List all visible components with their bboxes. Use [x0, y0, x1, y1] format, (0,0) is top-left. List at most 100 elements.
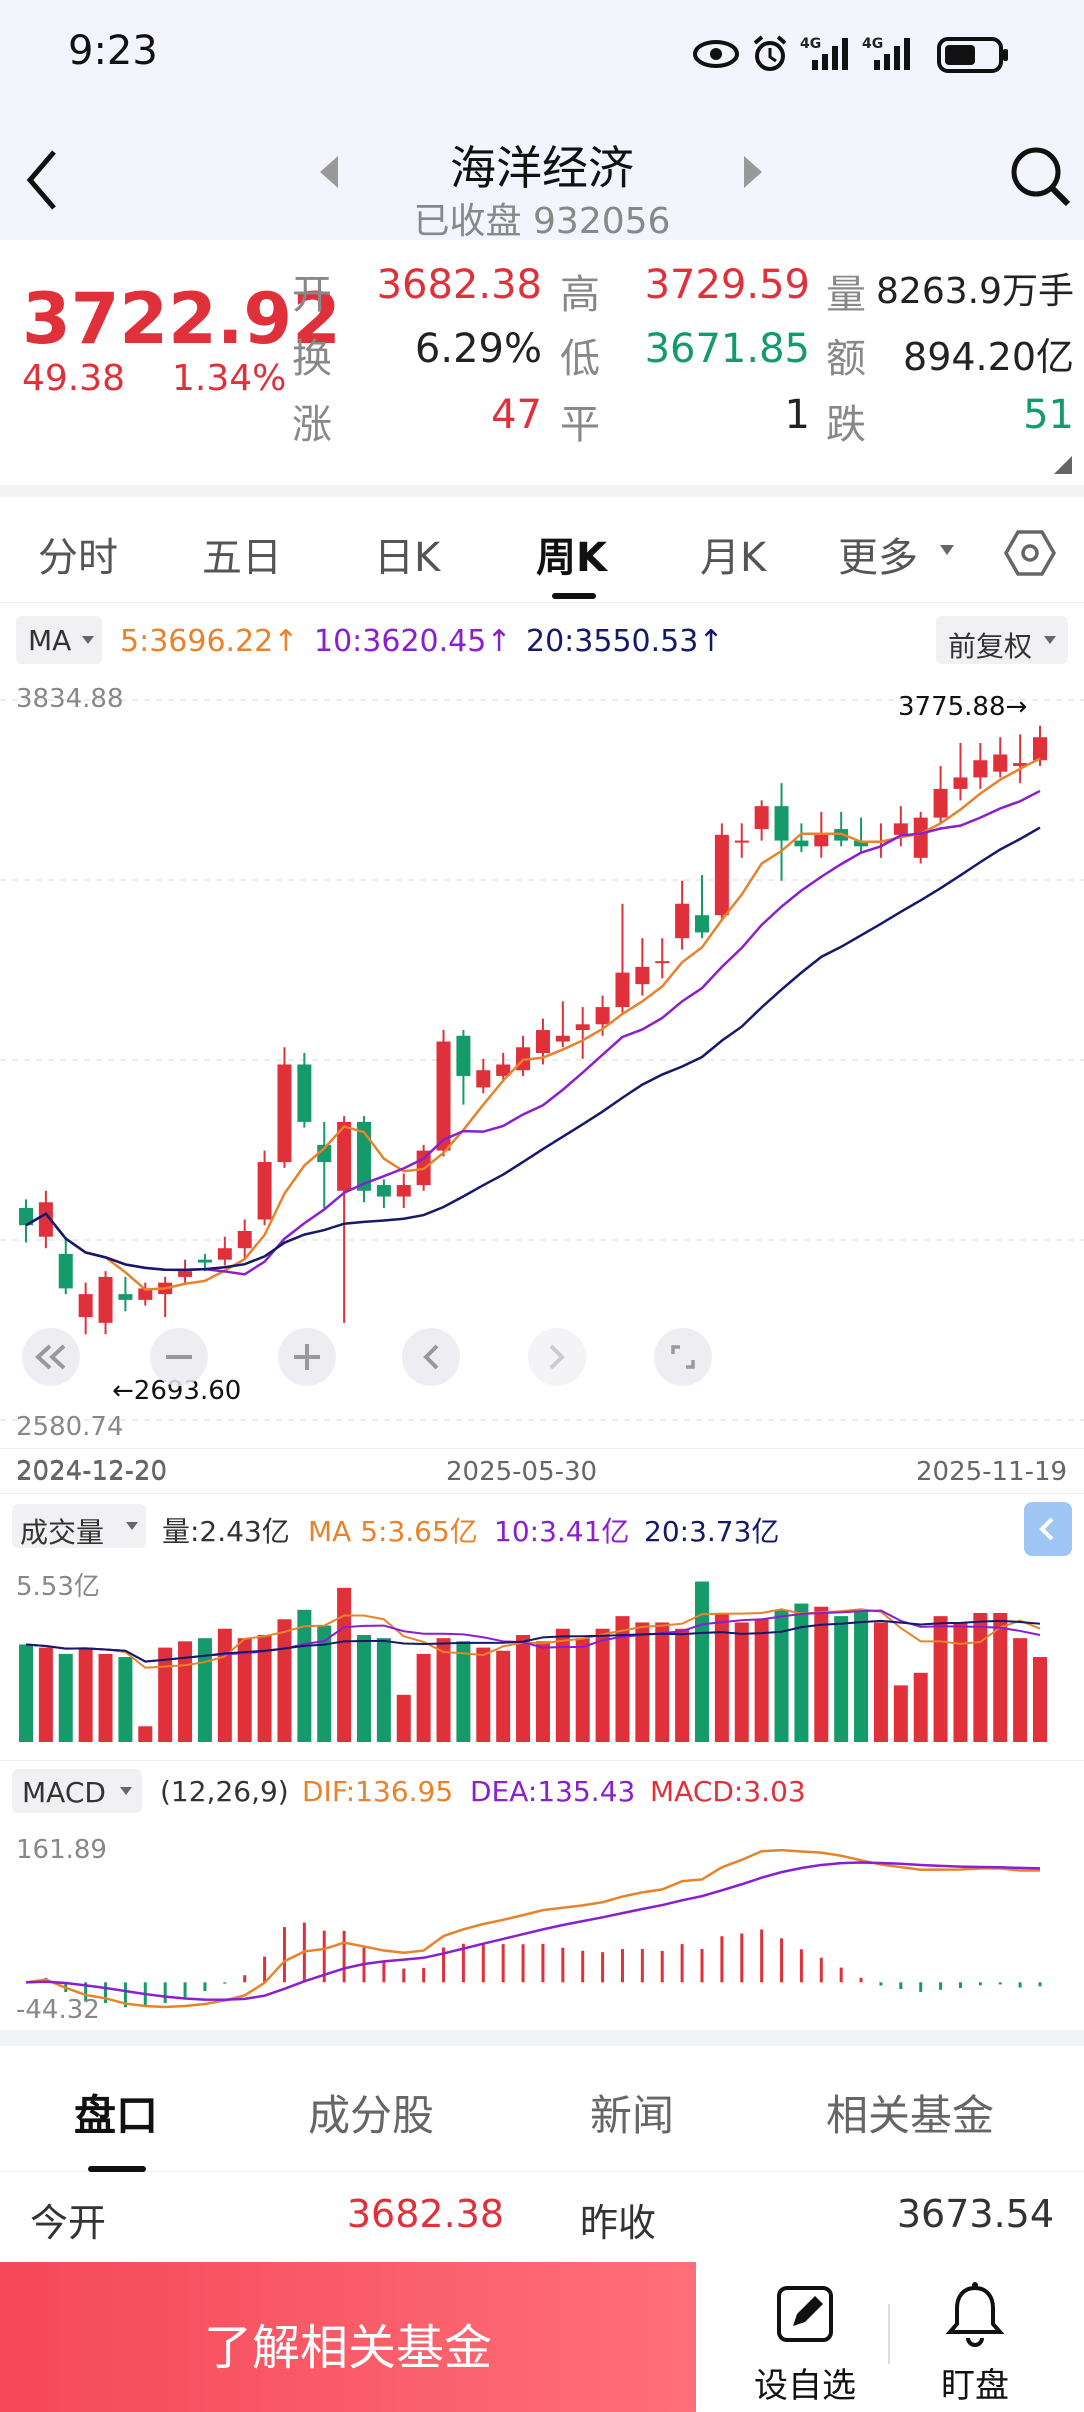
- date-start-label: 2024-12-20: [16, 1457, 168, 1487]
- page-title: 海洋经济: [450, 141, 634, 195]
- volume-bar: [714, 1612, 729, 1742]
- volume-chart[interactable]: [0, 1558, 1084, 1758]
- tab-intraday[interactable]: 分时: [38, 535, 118, 581]
- candle: [1033, 737, 1047, 761]
- ma20-value: 20:3550.53↑: [526, 624, 724, 659]
- tab-daily-k[interactable]: 日K: [374, 535, 441, 581]
- volume-bar: [655, 1622, 670, 1742]
- learn-funds-label: 了解相关基金: [203, 2320, 492, 2376]
- macd-chart[interactable]: [0, 1821, 1084, 2026]
- zoom-out-button[interactable]: [150, 1328, 208, 1386]
- volume-bar: [78, 1647, 93, 1742]
- tab-monthly-k[interactable]: 月K: [700, 535, 767, 581]
- decliners-value: 51: [1023, 392, 1074, 438]
- tab-constituents[interactable]: 成分股: [308, 2091, 435, 2140]
- volume-bar: [695, 1581, 709, 1742]
- status-time: 9:23: [68, 28, 158, 74]
- tab-weekly-k[interactable]: 周K: [536, 535, 607, 581]
- scroll-left-button[interactable]: [402, 1328, 460, 1386]
- chevron-down-icon: [126, 1522, 138, 1530]
- fullscreen-button[interactable]: [654, 1328, 712, 1386]
- volume-selector[interactable]: 成交量: [12, 1504, 146, 1549]
- volume-y-max: 5.53亿: [16, 1572, 100, 1602]
- candle: [337, 1121, 352, 1191]
- volume-bar: [774, 1609, 789, 1742]
- volume-bar: [615, 1616, 630, 1742]
- candle: [138, 1288, 153, 1300]
- candle: [615, 972, 630, 1008]
- ma-selector[interactable]: MA: [16, 616, 102, 664]
- tab-related-funds[interactable]: 相关基金: [826, 2091, 995, 2140]
- volume-bar: [555, 1628, 570, 1742]
- date-mid-label: 2025-05-30: [446, 1457, 598, 1487]
- chevron-down-icon: [1044, 636, 1056, 644]
- candle: [953, 777, 968, 789]
- volume-bar: [436, 1638, 451, 1742]
- volume-bar: [297, 1609, 312, 1742]
- prev-stock-icon[interactable]: [318, 154, 340, 190]
- macd-selector-label: MACD: [22, 1776, 106, 1809]
- volume-bar: [516, 1635, 531, 1742]
- volume-bar: [873, 1622, 888, 1742]
- network-label-1: 4G: [800, 36, 822, 52]
- volume-bar: [496, 1650, 511, 1742]
- tab-news[interactable]: 新闻: [590, 2091, 675, 2140]
- candle: [695, 915, 709, 933]
- candle: [257, 1162, 272, 1220]
- tab-five-day[interactable]: 五日: [202, 535, 282, 581]
- expand-corner-icon[interactable]: [1054, 456, 1072, 474]
- candle: [774, 806, 789, 841]
- volume-value: 8263.9万手: [876, 271, 1074, 312]
- volume-bar: [575, 1638, 590, 1742]
- volume-bar: [138, 1726, 153, 1742]
- adjust-selector[interactable]: 前复权: [936, 616, 1068, 664]
- ma5-value: 5:3696.22↑: [120, 624, 299, 659]
- market-status-text: 已收盘: [413, 201, 522, 242]
- zoom-in-button[interactable]: [278, 1328, 336, 1386]
- volume-bar: [476, 1647, 491, 1742]
- candle: [714, 834, 729, 916]
- candle: [376, 1185, 391, 1197]
- volume-bar: [953, 1622, 968, 1742]
- add-watchlist-button[interactable]: 设自选: [730, 2262, 880, 2412]
- volume-panel: 成交量 量:2.43亿 MA 5:3.65亿 10:3.41亿 20:3.73亿…: [0, 1496, 1084, 1758]
- scroll-right-button[interactable]: [528, 1328, 586, 1386]
- back-arrow-icon[interactable]: [22, 148, 62, 212]
- eye-icon: [693, 40, 739, 68]
- today-open-label: 今开: [30, 2201, 107, 2245]
- monitor-button[interactable]: 盯盘: [900, 2262, 1050, 2412]
- macd-selector[interactable]: MACD: [12, 1769, 142, 1813]
- tab-order-book[interactable]: 盘口: [74, 2091, 159, 2140]
- next-stock-icon[interactable]: [742, 154, 764, 190]
- candle: [854, 840, 869, 847]
- learn-funds-button[interactable]: 了解相关基金: [0, 2262, 696, 2412]
- candle: [893, 823, 908, 835]
- tab-more[interactable]: 更多: [838, 535, 918, 581]
- advancers-label: 涨: [292, 402, 332, 448]
- volume-bar: [178, 1641, 193, 1742]
- turnover-value: 6.29%: [414, 326, 542, 372]
- battery-icon: [937, 37, 1008, 73]
- last-price: 3722.92: [22, 278, 341, 360]
- volume-bar: [595, 1628, 610, 1742]
- volume-ma20-line: [25, 1619, 1041, 1663]
- volume-bar: [277, 1619, 292, 1742]
- chevron-left-icon: [1039, 1517, 1054, 1541]
- kline-chart[interactable]: [0, 680, 1084, 1445]
- volume-bar: [893, 1685, 908, 1742]
- candle: [1013, 763, 1028, 766]
- bell-icon: [946, 2282, 1004, 2347]
- y-axis-min: 2580.74: [16, 1412, 124, 1442]
- kline-chart-area[interactable]: 3834.88 2580.74 3775.88→ ←2693.60 2024-1…: [0, 680, 1084, 1486]
- fast-back-button[interactable]: [22, 1328, 80, 1386]
- ma20-line: [25, 826, 1041, 1272]
- search-icon[interactable]: [1008, 144, 1074, 210]
- volume-selector-label: 成交量: [20, 1516, 105, 1549]
- candle: [297, 1064, 312, 1122]
- candle: [98, 1276, 113, 1323]
- settings-hexagon-icon[interactable]: [1004, 529, 1056, 577]
- signal-icon: [874, 38, 910, 70]
- candle: [436, 1041, 451, 1151]
- side-panel-toggle[interactable]: [1024, 1502, 1072, 1556]
- volume-bar: [834, 1616, 849, 1742]
